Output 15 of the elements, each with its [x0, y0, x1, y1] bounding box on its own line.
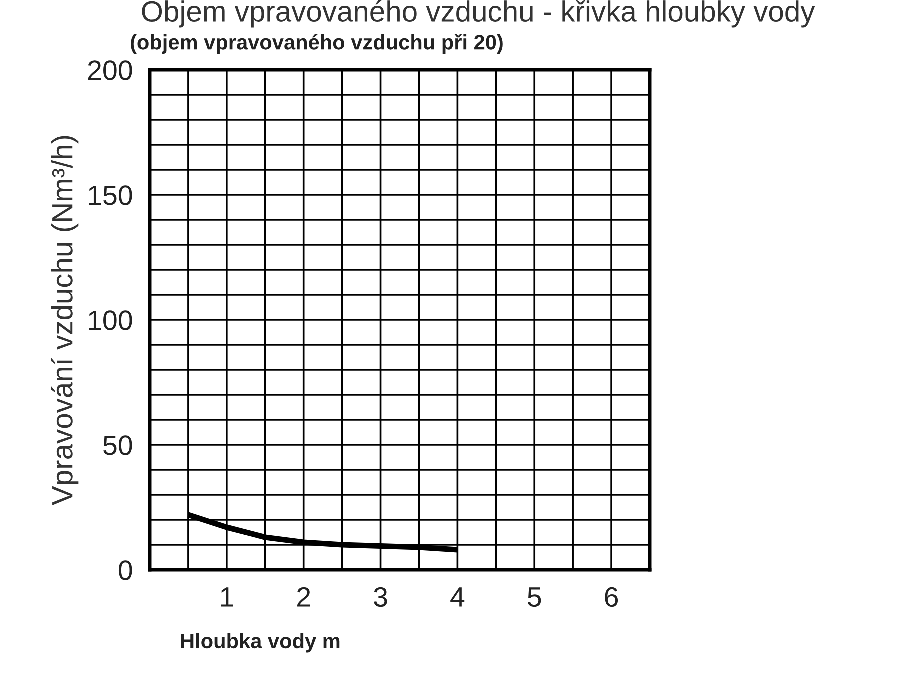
x-tick-label: 1 [221, 588, 234, 607]
y-tick-label: 100 [89, 310, 132, 330]
y-axis-title: Vpravování vzduchu (Nm³/h) [51, 136, 79, 506]
chart-title: Objem vpravovaného vzduchu - křivka hloubky vody [142, 0, 816, 28]
chart-subtitle: (objem vpravovaného vzduchu při 20) [131, 34, 503, 54]
y-tick-label: 200 [88, 60, 132, 80]
x-tick-label: 4 [450, 588, 465, 607]
y-tick-label: 0 [118, 560, 132, 580]
x-axis-title: Hloubka vody m [181, 633, 340, 653]
y-tick-label: 50 [104, 436, 132, 456]
x-tick-label: 3 [374, 587, 388, 608]
x-tick-label: 2 [298, 587, 310, 607]
x-tick-label: 5 [528, 588, 542, 608]
x-tick-label: 6 [605, 587, 618, 608]
y-tick-label: 150 [89, 186, 132, 206]
